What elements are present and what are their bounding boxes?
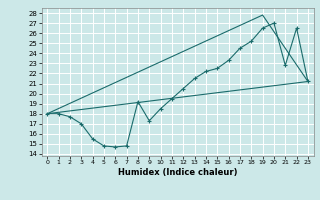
X-axis label: Humidex (Indice chaleur): Humidex (Indice chaleur): [118, 168, 237, 177]
